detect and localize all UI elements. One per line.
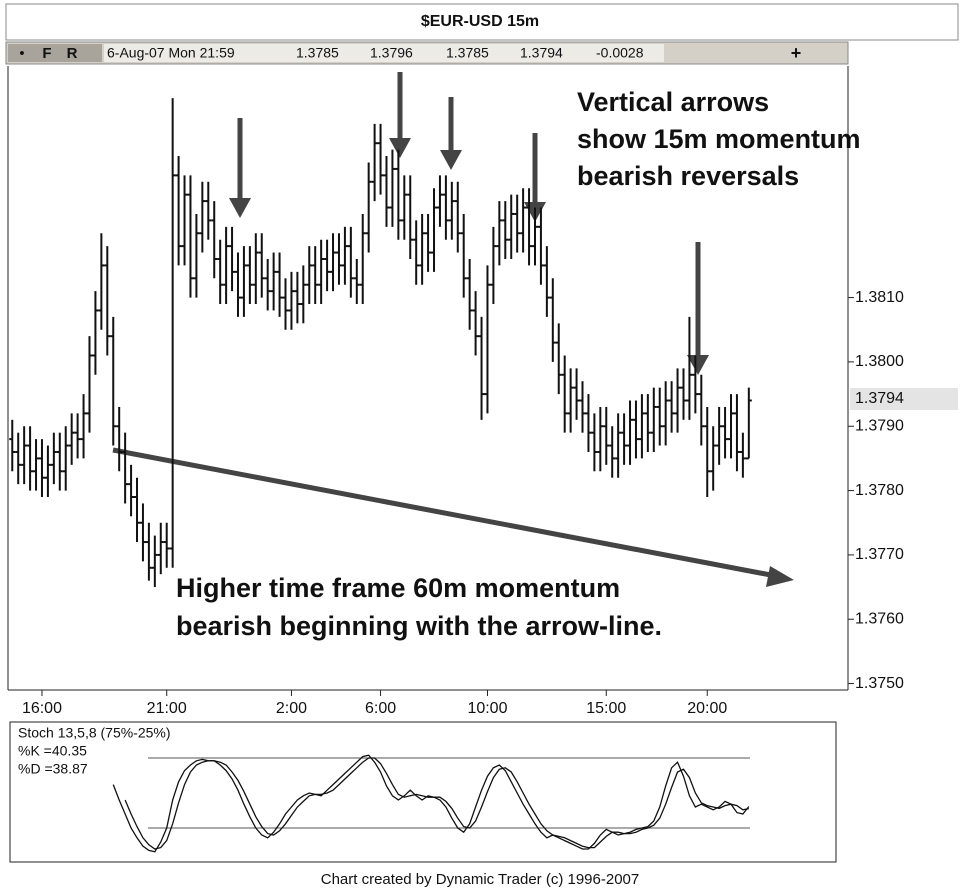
- stoch-legend: %D =38.87: [18, 761, 88, 777]
- annotation: Vertical arrows: [577, 87, 769, 117]
- quote-datetime: 6-Aug-07 Mon 21:59: [107, 45, 235, 61]
- x-tick-label: 20:00: [687, 700, 727, 717]
- toolbar-button[interactable]: R: [67, 45, 78, 62]
- footer: Chart created by Dynamic Trader (c) 1996…: [321, 871, 639, 888]
- y-tick-label: 1.3800: [855, 353, 904, 370]
- arrow-head: [229, 198, 251, 218]
- title-bar: [5, 3, 959, 41]
- current-price-box: [850, 388, 958, 410]
- x-tick-label: 21:00: [147, 700, 187, 717]
- stoch-legend: %K =40.35: [18, 743, 87, 759]
- annotation: bearish reversals: [577, 161, 799, 191]
- arrow-head: [687, 355, 709, 375]
- quote-change: -0.0028: [596, 45, 644, 61]
- arrow-head: [766, 566, 794, 587]
- add-button[interactable]: +: [791, 43, 802, 63]
- toolbar-button[interactable]: •: [20, 45, 25, 61]
- y-tick-label: 1.3770: [855, 546, 904, 563]
- toolbar-buttons: [8, 44, 102, 62]
- quote-low: 1.3785: [446, 45, 489, 61]
- stoch-title: Stoch 13,5,8 (75%-25%): [18, 725, 171, 741]
- stoch-line: [124, 757, 749, 850]
- x-tick-label: 10:00: [467, 700, 507, 717]
- trend-arrow-line: [112, 447, 777, 579]
- quote-high: 1.3796: [370, 45, 413, 61]
- x-tick-label: 16:00: [22, 700, 62, 717]
- arrow-head: [389, 138, 411, 158]
- y-tick-label: 1.3750: [855, 675, 904, 692]
- current-price-label: 1.3794: [855, 390, 904, 407]
- quote-open: 1.3785: [296, 45, 339, 61]
- quote-field: [104, 44, 664, 62]
- annotation: bearish beginning with the arrow-line.: [176, 611, 662, 641]
- y-tick-label: 1.3760: [855, 610, 904, 627]
- stoch-line: [112, 754, 750, 853]
- quote-close: 1.3794: [520, 45, 563, 61]
- toolbar-button[interactable]: F: [42, 45, 51, 62]
- y-tick-label: 1.3790: [855, 417, 904, 434]
- y-tick-label: 1.3780: [855, 482, 904, 499]
- window-title: $EUR-USD 15m: [421, 13, 539, 30]
- annotation: Higher time frame 60m momentum: [176, 573, 620, 603]
- x-tick-label: 2:00: [276, 700, 307, 717]
- annotation-arrows: [112, 72, 794, 587]
- y-tick-label: 1.3810: [855, 289, 904, 306]
- stoch-panel: [9, 721, 837, 863]
- arrow-head: [440, 150, 462, 170]
- x-tick-label: 6:00: [365, 700, 396, 717]
- x-tick-label: 15:00: [586, 700, 626, 717]
- annotation: show 15m momentum: [577, 124, 861, 154]
